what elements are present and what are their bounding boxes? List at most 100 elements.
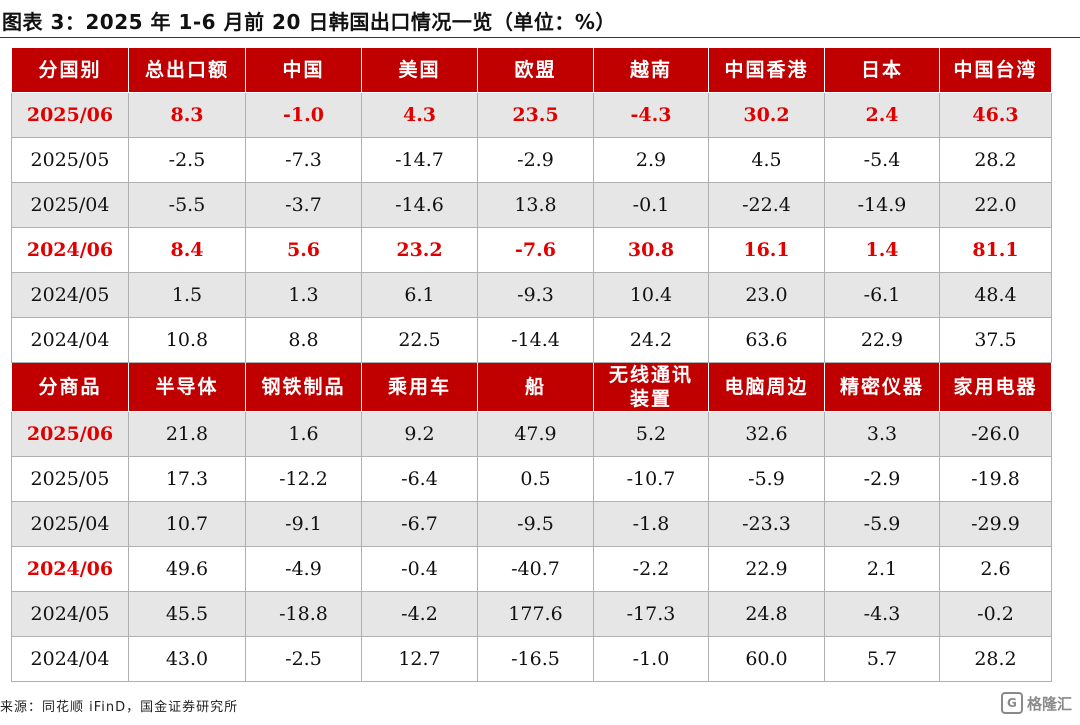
table-cell: -6.1	[824, 272, 940, 318]
table-cell: -16.5	[477, 636, 594, 682]
table-cell: -9.5	[477, 501, 594, 547]
table-cell: 22.9	[824, 317, 940, 363]
table-cell: -6.7	[361, 501, 478, 547]
header-cell: 分商品	[11, 362, 129, 412]
table-cell: 28.2	[939, 636, 1052, 682]
table-cell: -10.7	[593, 456, 709, 502]
table-row: 2024/04 10.8 8.8 22.5 -14.4 24.2 63.6 22.9 37.5	[11, 317, 1052, 363]
table-cell: -5.4	[824, 137, 940, 183]
table-cell: -26.0	[939, 411, 1052, 457]
figure-title-bar: 图表 3：2025 年 1-6 月前 20 日韩国出口情况一览（单位：%）	[0, 0, 1080, 38]
table-cell: -5.9	[708, 456, 825, 502]
table-cell: -2.5	[245, 636, 362, 682]
table-cell: -0.2	[939, 591, 1052, 637]
row-label: 2025/05	[11, 456, 129, 502]
table-row: 2025/06 21.8 1.6 9.2 47.9 5.2 32.6 3.3 -26.0	[11, 411, 1052, 457]
table-cell: 32.6	[708, 411, 825, 457]
table-row: 2024/05 1.5 1.3 6.1 -9.3 10.4 23.0 -6.1 48.4	[11, 272, 1052, 318]
table-cell: 8.8	[245, 317, 362, 363]
table-cell: 30.8	[593, 227, 709, 273]
header-cell: 日本	[824, 47, 940, 93]
table-cell: 24.8	[708, 591, 825, 637]
table-row: 2024/06 49.6 -4.9 -0.4 -40.7 -2.2 22.9 2.1 2.6	[11, 546, 1052, 592]
row-label: 2025/04	[11, 501, 129, 547]
header-cell: 无线通讯 装置	[593, 362, 709, 412]
table-cell: 4.5	[708, 137, 825, 183]
table-cell: -9.1	[245, 501, 362, 547]
export-table: 分国别 总出口额 中国 美国 欧盟 越南 中国香港 日本 中国台湾 2025/06 8.3 -1.0 4…	[11, 47, 1052, 682]
table-cell: -5.9	[824, 501, 940, 547]
table-cell: -3.7	[245, 182, 362, 228]
table-cell: -5.5	[128, 182, 246, 228]
table-cell: -2.9	[824, 456, 940, 502]
table-cell: -0.1	[593, 182, 709, 228]
source-note: 来源：同花顺 iFinD，国金证券研究所	[0, 700, 239, 715]
table-cell: 1.3	[245, 272, 362, 318]
table-cell: 22.5	[361, 317, 478, 363]
row-label: 2025/06	[11, 92, 129, 138]
header-cell: 乘用车	[361, 362, 478, 412]
header-cell: 总出口额	[128, 47, 246, 93]
table2-header-row: 分商品 半导体 钢铁制品 乘用车船无线通讯 装置 电脑周边 精密仪器 家用电器	[11, 362, 1052, 412]
table-cell: 12.7	[361, 636, 478, 682]
row-label: 2024/04	[11, 317, 129, 363]
table-cell: 23.5	[477, 92, 594, 138]
header-cell: 家用电器	[939, 362, 1052, 412]
table-row: 2024/06 8.4 5.6 23.2 -7.6 30.8 16.1 1.4 81.1	[11, 227, 1052, 273]
table-cell: 48.4	[939, 272, 1052, 318]
table-cell: 46.3	[939, 92, 1052, 138]
header-cell: 中国香港	[708, 47, 825, 93]
table-cell: 10.4	[593, 272, 709, 318]
table-cell: -4.3	[824, 591, 940, 637]
table-cell: -22.4	[708, 182, 825, 228]
table-cell: -2.5	[128, 137, 246, 183]
table-cell: 5.6	[245, 227, 362, 273]
table-cell: -4.2	[361, 591, 478, 637]
table-cell: -4.9	[245, 546, 362, 592]
table-cell: 5.7	[824, 636, 940, 682]
table-cell: 45.5	[128, 591, 246, 637]
row-label: 2025/05	[11, 137, 129, 183]
table-cell: 1.4	[824, 227, 940, 273]
table-cell: 47.9	[477, 411, 594, 457]
table-cell: 9.2	[361, 411, 478, 457]
table-cell: -19.8	[939, 456, 1052, 502]
table-cell: -14.9	[824, 182, 940, 228]
row-label: 2024/06	[11, 227, 129, 273]
table-cell: 21.8	[128, 411, 246, 457]
table-cell: 24.2	[593, 317, 709, 363]
g-logo-icon: G	[1000, 692, 1023, 714]
table-cell: -12.2	[245, 456, 362, 502]
header-cell: 电脑周边	[708, 362, 825, 412]
table-cell: 5.2	[593, 411, 709, 457]
header-cell: 美国	[361, 47, 478, 93]
table-cell: -29.9	[939, 501, 1052, 547]
table-cell: 60.0	[708, 636, 825, 682]
table-cell: 3.3	[824, 411, 940, 457]
table-cell: -17.3	[593, 591, 709, 637]
table-cell: 1.6	[245, 411, 362, 457]
table-row: 2024/04 43.0 -2.5 12.7 -16.5 -1.0 60.0 5.7 28.2	[11, 636, 1052, 682]
table-row: 2025/04 -5.5 -3.7 -14.6 13.8 -0.1 -22.4 -14.9 22…	[11, 182, 1052, 228]
table-cell: 63.6	[708, 317, 825, 363]
table-cell: 2.9	[593, 137, 709, 183]
header-cell: 钢铁制品	[245, 362, 362, 412]
header-cell: 欧盟	[477, 47, 594, 93]
table-cell: 8.4	[128, 227, 246, 273]
header-cell: 中国	[245, 47, 362, 93]
table-cell: -1.0	[593, 636, 709, 682]
table-cell: -14.4	[477, 317, 594, 363]
table-cell: 0.5	[477, 456, 594, 502]
table-cell: 37.5	[939, 317, 1052, 363]
table-cell: 22.9	[708, 546, 825, 592]
table-cell: 30.2	[708, 92, 825, 138]
table-cell: -0.4	[361, 546, 478, 592]
table-cell: 13.8	[477, 182, 594, 228]
table-cell: 4.3	[361, 92, 478, 138]
header-cell: 精密仪器	[824, 362, 940, 412]
header-cell: 半导体	[128, 362, 246, 412]
table-cell: -7.6	[477, 227, 594, 273]
table-row: 2025/06 8.3 -1.0 4.3 23.5 -4.3 30.2 2.4 46.3	[11, 92, 1052, 138]
table-cell: -14.7	[361, 137, 478, 183]
table-cell: 23.2	[361, 227, 478, 273]
